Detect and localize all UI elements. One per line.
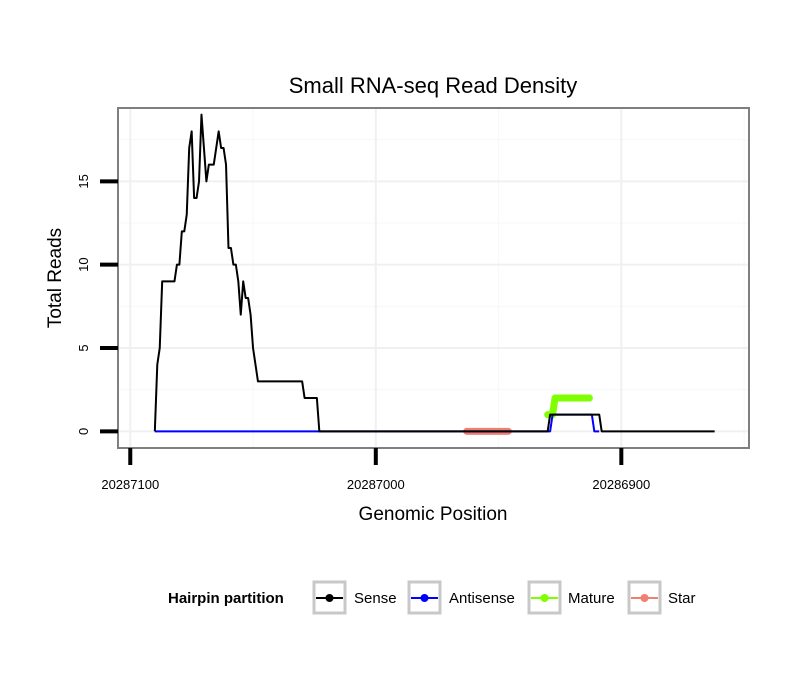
- series-line-sense: [153, 113, 715, 433]
- legend-label-star: Star: [668, 590, 696, 607]
- x-axis-title: Genomic Position: [359, 504, 508, 525]
- grid-layer: [118, 108, 749, 448]
- x-tick-label: 20286900: [592, 477, 650, 492]
- legend-key-point-antisense: [420, 594, 429, 602]
- legend: Hairpin partition Sense Antisense Mature St…: [168, 580, 696, 615]
- y-tick-label: 10: [76, 257, 91, 271]
- chart-title: Small RNA-seq Read Density: [289, 73, 578, 98]
- x-tick-label: 20287100: [101, 477, 159, 492]
- legend-key-point-sense: [325, 594, 334, 602]
- y-tick-label: 5: [76, 344, 91, 351]
- legend-label-mature: Mature: [568, 590, 615, 607]
- y-tick-label: 15: [76, 174, 91, 188]
- series-line-antisense: [154, 413, 600, 433]
- legend-key-point-star: [640, 594, 649, 602]
- series-layer: [153, 113, 715, 435]
- series-line-mature: [544, 394, 593, 419]
- y-axis-title: Total Reads: [45, 228, 66, 328]
- legend-key-point-mature: [540, 594, 549, 602]
- x-axis: 20287100 20287000 20286900: [101, 448, 650, 492]
- legend-label-sense: Sense: [354, 590, 397, 607]
- y-axis: 0 5 10 15: [76, 174, 118, 435]
- legend-title: Hairpin partition: [168, 590, 284, 607]
- x-tick-label: 20287000: [347, 477, 405, 492]
- y-tick-label: 0: [76, 428, 91, 435]
- plot-panel-border: [117, 107, 750, 449]
- legend-label-antisense: Antisense: [449, 590, 515, 607]
